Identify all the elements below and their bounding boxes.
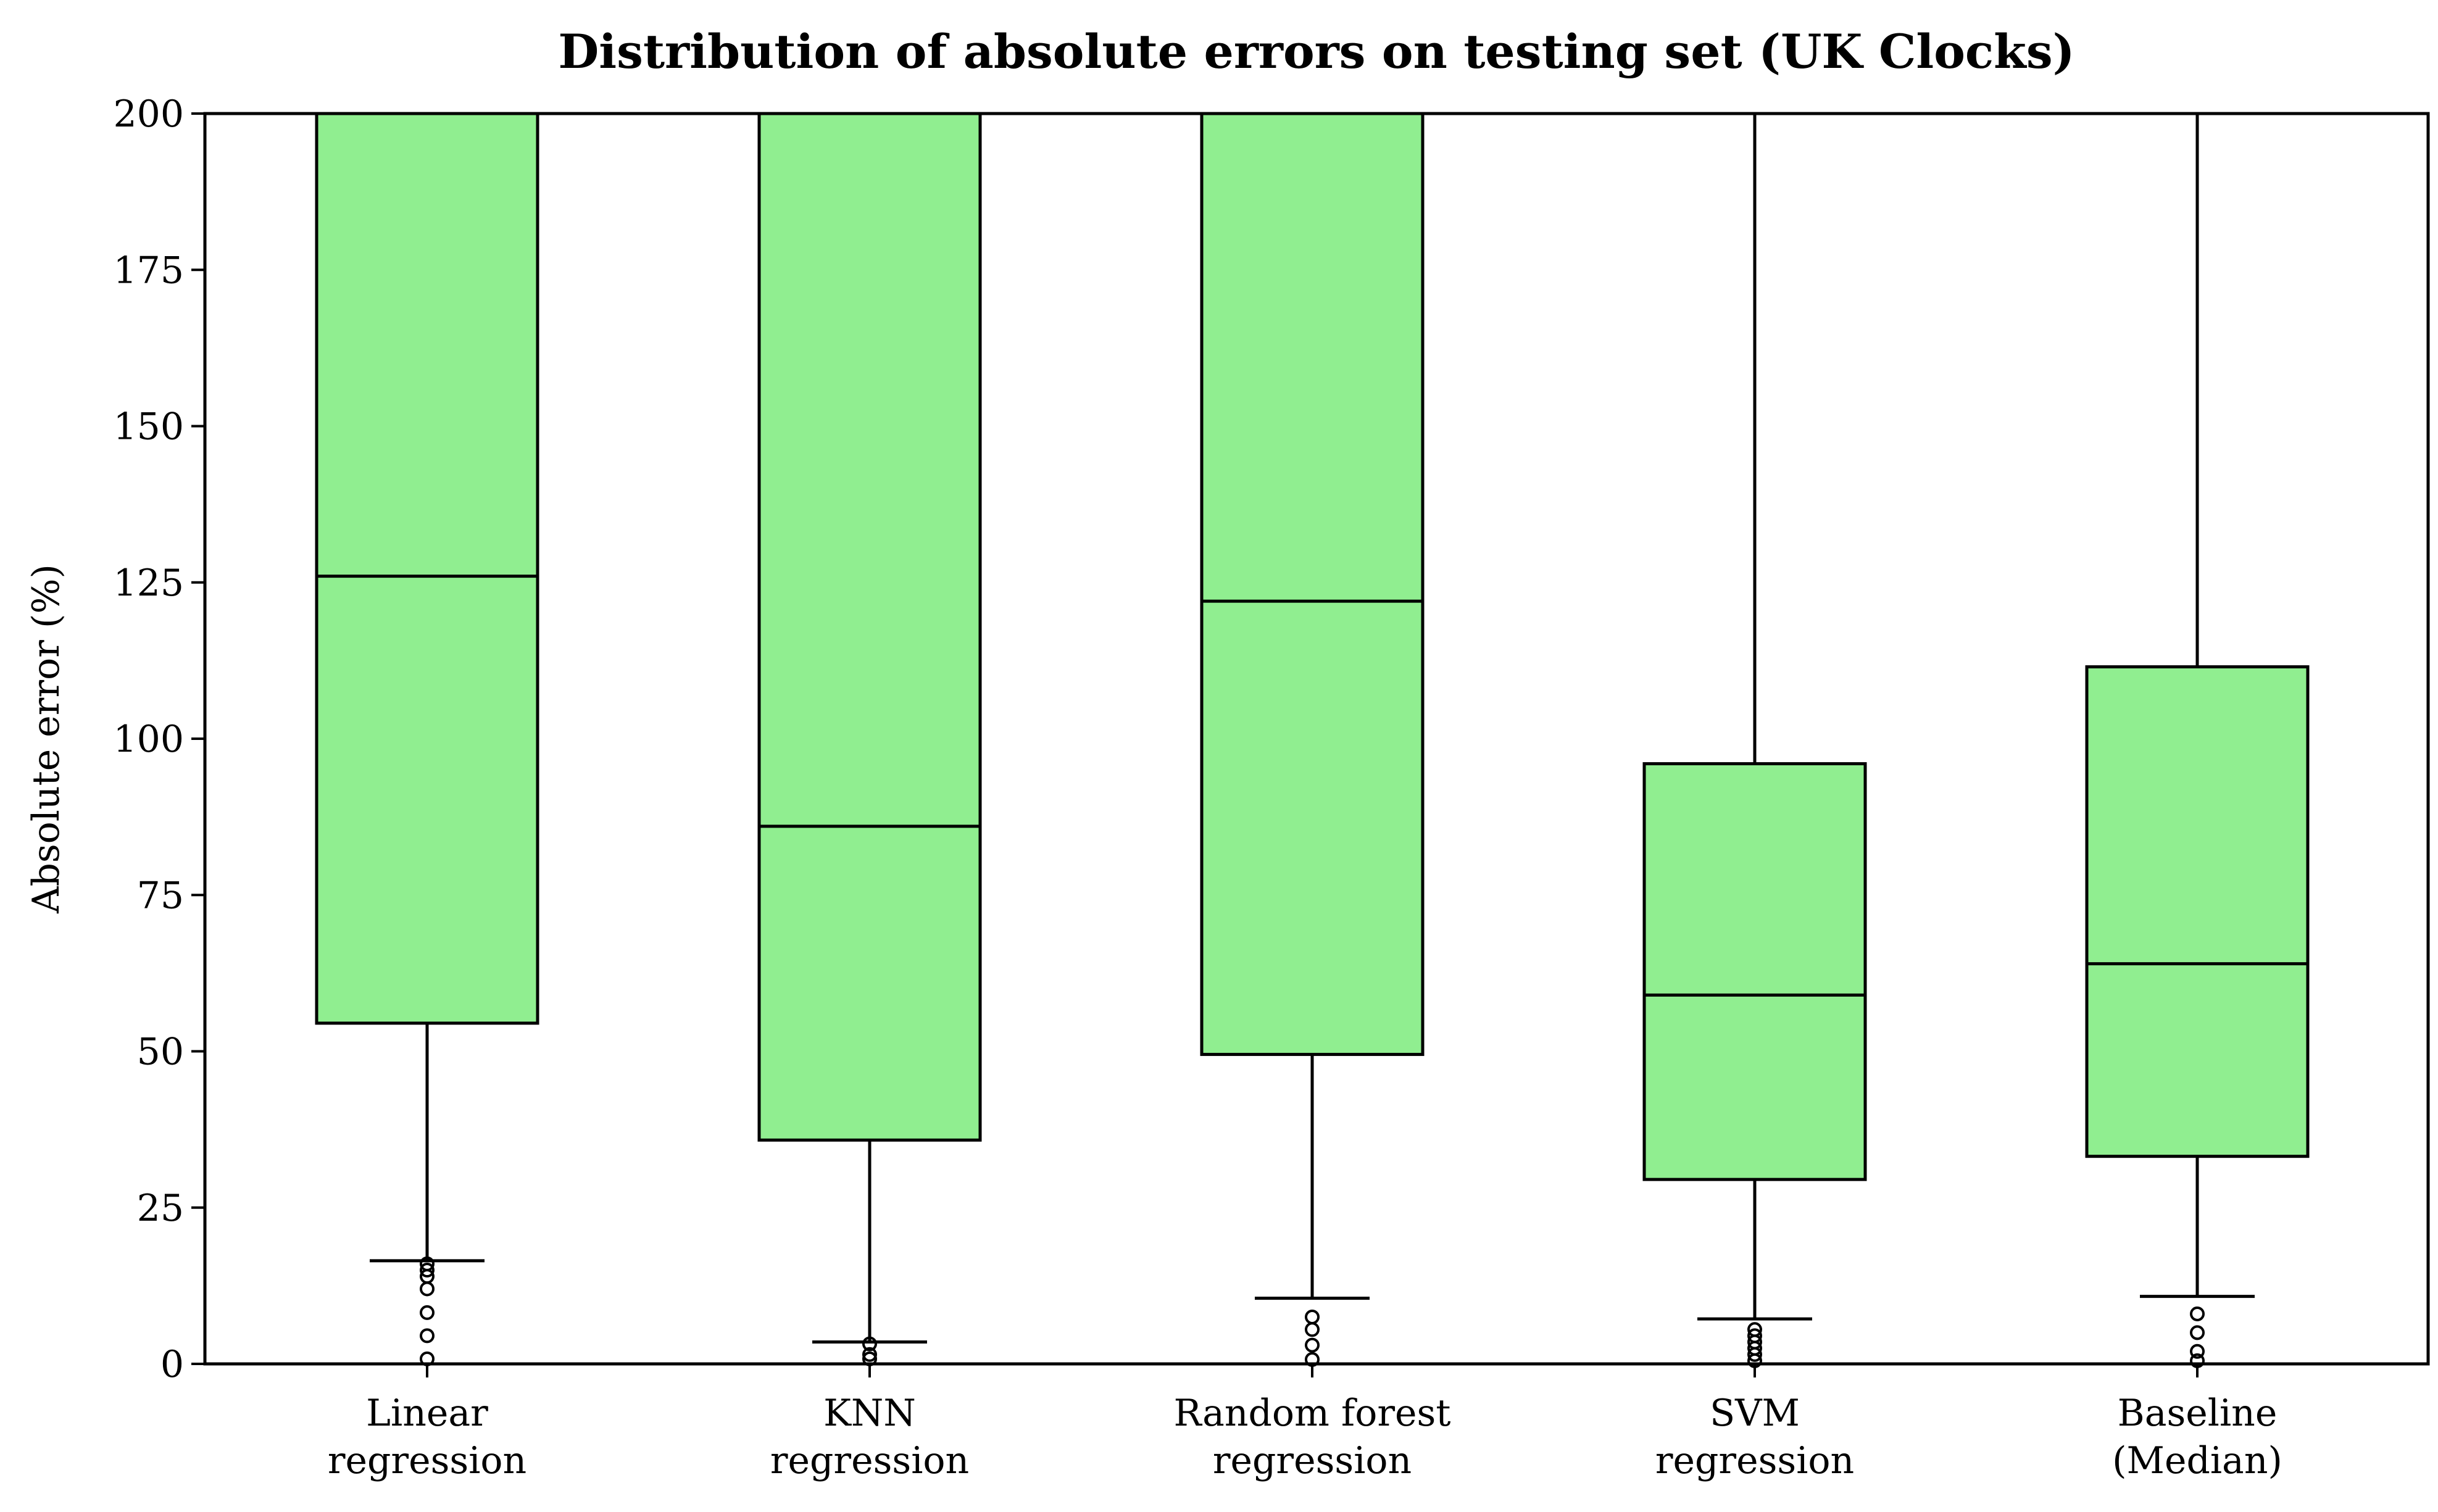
y-axis-label: Absolute error (%) bbox=[25, 564, 68, 914]
outlier-point bbox=[1305, 1322, 1320, 1337]
outlier-point bbox=[1305, 1352, 1320, 1367]
outlier-point bbox=[2190, 1344, 2205, 1359]
y-tick-label: 200 bbox=[113, 93, 184, 136]
x-tick-label: (Median) bbox=[2112, 1439, 2282, 1482]
plot-area: 0255075100125150175200LinearregressionKN… bbox=[113, 93, 2310, 1482]
outlier-point bbox=[862, 1347, 877, 1362]
x-tick-label: KNN bbox=[823, 1392, 916, 1435]
x-tick-label: Random forest bbox=[1174, 1392, 1451, 1435]
y-tick-label: 100 bbox=[113, 718, 184, 761]
y-tick-label: 125 bbox=[113, 562, 184, 605]
outlier-point bbox=[420, 1256, 435, 1271]
outlier-point bbox=[862, 1336, 877, 1352]
outlier-point bbox=[1305, 1310, 1320, 1325]
outlier-point bbox=[420, 1281, 435, 1297]
iqr-box bbox=[315, 112, 539, 1025]
y-tick-label: 50 bbox=[137, 1031, 184, 1074]
x-tick-label: SVM bbox=[1710, 1392, 1800, 1435]
outlier-point bbox=[1747, 1322, 1762, 1337]
y-tick-label: 0 bbox=[160, 1343, 184, 1386]
plot-frame bbox=[203, 112, 2430, 1366]
iqr-box bbox=[1642, 762, 1867, 1181]
iqr-box bbox=[757, 112, 982, 1142]
outlier-point bbox=[2190, 1325, 2205, 1340]
x-tick-label: Linear bbox=[366, 1392, 488, 1435]
x-tick-label: regression bbox=[1655, 1439, 1854, 1482]
x-tick-label: regression bbox=[328, 1439, 526, 1482]
x-tick-label: Baseline bbox=[2118, 1392, 2278, 1435]
iqr-box bbox=[1200, 112, 1425, 1057]
outlier-point bbox=[1747, 1328, 1762, 1344]
outlier-point bbox=[420, 1263, 435, 1278]
outlier-point bbox=[2190, 1353, 2205, 1368]
outlier-point bbox=[420, 1305, 435, 1320]
x-tick-label: regression bbox=[1213, 1439, 1412, 1482]
y-tick-label: 75 bbox=[137, 874, 184, 917]
x-tick-label: regression bbox=[770, 1439, 969, 1482]
outlier-point bbox=[1305, 1337, 1320, 1353]
iqr-box bbox=[2085, 665, 2310, 1158]
chart-title: Distribution of absolute errors on testi… bbox=[558, 24, 2074, 79]
y-tick-label: 150 bbox=[113, 405, 184, 449]
outlier-point bbox=[420, 1328, 435, 1344]
outlier-point bbox=[2190, 1306, 2205, 1321]
y-tick-label: 175 bbox=[113, 249, 184, 292]
box-group: Baseline(Median) bbox=[2085, 112, 2310, 1482]
y-tick-label: 25 bbox=[137, 1187, 184, 1230]
